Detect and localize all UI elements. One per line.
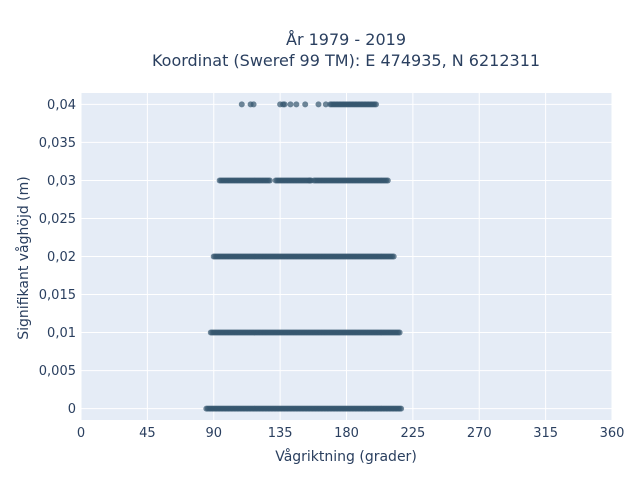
y-tick-label: 0 [68,402,76,417]
y-tick-label: 0,04 [47,98,76,113]
data-point [322,101,329,108]
data-point [398,405,405,412]
y-tick-label: 0,035 [39,136,76,151]
data-point [302,101,309,108]
data-point [384,177,391,184]
data-point [238,101,245,108]
data-point [390,253,397,260]
x-tick-label: 270 [467,426,492,441]
chart-title-line1: År 1979 - 2019 [286,30,406,49]
data-point [266,177,273,184]
y-tick-label: 0,005 [39,364,76,379]
x-tick-label: 315 [533,426,558,441]
chart-title-line2: Koordinat (Sweref 99 TM): E 474935, N 62… [152,51,540,70]
x-tick-label: 45 [139,426,156,441]
y-tick-label: 0,015 [39,288,76,303]
x-tick-label: 360 [600,426,625,441]
x-axis-title: Vågriktning (grader) [275,448,417,465]
x-tick-label: 225 [400,426,425,441]
y-axis-ticks: 0 0,005 0,01 0,015 0,02 0,025 0,03 0,035 0,04 [39,98,76,417]
data-point [396,329,403,336]
y-tick-label: 0,02 [47,250,76,265]
x-tick-label: 180 [334,426,359,441]
y-tick-label: 0,03 [47,174,76,189]
x-tick-label: 90 [205,426,222,441]
data-point [281,101,288,108]
x-axis-ticks: 0 45 90 135 180 225 270 315 360 [77,426,625,441]
data-points [203,101,405,412]
data-point [250,101,257,108]
y-axis-title: Signifikant våghöjd (m) [15,176,32,339]
x-tick-label: 0 [77,426,85,441]
data-point [287,101,294,108]
data-point [293,101,300,108]
y-tick-label: 0,01 [47,326,76,341]
data-point [373,101,379,108]
x-tick-label: 135 [268,426,293,441]
y-tick-label: 0,025 [39,212,76,227]
data-point [306,177,313,184]
data-point [315,101,322,108]
